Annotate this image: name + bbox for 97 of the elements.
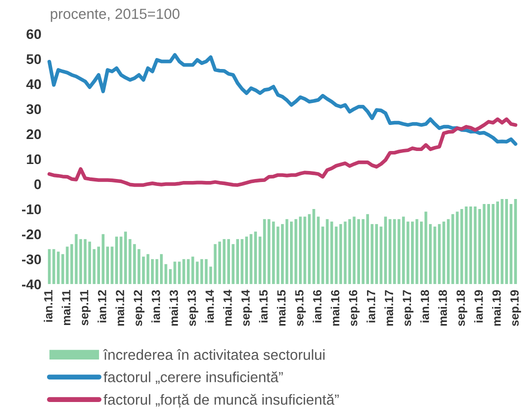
line-series xyxy=(48,117,518,187)
bar xyxy=(227,239,230,284)
bar xyxy=(61,254,64,284)
bar xyxy=(451,214,454,284)
bar xyxy=(424,212,428,284)
bar xyxy=(456,212,459,284)
bar xyxy=(200,259,204,284)
x-tick-label: mai.12 xyxy=(116,290,124,326)
x-tick-label: ian.15 xyxy=(258,290,268,322)
x-tick-label: mai.18 xyxy=(438,290,447,326)
y-tick-label: -10 xyxy=(22,204,41,214)
line-series xyxy=(48,53,518,146)
x-tick-label: sep.14 xyxy=(241,290,252,326)
y-tick-label: 20 xyxy=(26,129,41,140)
bar xyxy=(487,204,490,284)
bar xyxy=(334,226,338,284)
x-tick-label: sep.17 xyxy=(402,290,414,326)
bar xyxy=(469,206,472,284)
bar xyxy=(464,206,468,284)
y-tick-label: 60 xyxy=(26,29,41,40)
legend-label: încrederea în activitatea sectorului xyxy=(103,349,325,360)
x-tick-label: sep.18 xyxy=(456,290,468,326)
y-tick-label: -20 xyxy=(22,229,41,240)
bar xyxy=(52,249,56,284)
legend-label: factorul „forță de muncă insuficientă” xyxy=(104,394,339,408)
x-tick-label: ian.11 xyxy=(44,290,52,322)
x-tick-label: mai.15 xyxy=(276,290,286,326)
legend-label: factorul „cerere insuficientă” xyxy=(104,371,283,384)
x-tick-label: sep.13 xyxy=(188,290,198,326)
bar xyxy=(352,216,356,284)
y-tick-label: 50 xyxy=(26,54,41,64)
bar xyxy=(56,252,60,284)
bar xyxy=(222,239,226,284)
bar xyxy=(79,239,82,284)
x-tick-label: sep.15 xyxy=(295,290,306,326)
x-tick-label: ian.13 xyxy=(151,290,160,322)
bar xyxy=(196,262,199,284)
bar xyxy=(303,216,306,284)
x-tick-label: mai.11 xyxy=(62,290,70,326)
bar xyxy=(446,219,450,284)
bar xyxy=(357,219,360,284)
y-axis-title: procente, 2015=100 xyxy=(50,8,180,22)
x-tick-label: ian.16 xyxy=(312,290,322,322)
x-tick-label: ian.19 xyxy=(474,290,483,322)
x-tick-label: sep.12 xyxy=(134,290,144,326)
bar xyxy=(344,222,347,284)
x-tick-label: mai.13 xyxy=(169,290,178,326)
bar xyxy=(308,214,311,284)
bar xyxy=(478,209,482,284)
bar xyxy=(438,224,441,284)
bar xyxy=(330,222,334,284)
bar xyxy=(312,209,316,284)
bar xyxy=(433,226,436,284)
bar xyxy=(88,242,92,284)
y-tick-label: -40 xyxy=(22,279,41,290)
bar xyxy=(66,246,69,284)
bar xyxy=(442,222,446,284)
bar xyxy=(482,204,486,284)
y-tick-label: 30 xyxy=(26,104,41,114)
bar xyxy=(339,224,342,284)
x-tick-label: sep.11 xyxy=(80,290,91,326)
bar xyxy=(204,259,208,284)
bar xyxy=(48,249,51,284)
bar xyxy=(326,219,329,284)
bar xyxy=(178,262,181,284)
y-tick-label: -30 xyxy=(22,254,41,264)
bar xyxy=(186,259,190,284)
bar xyxy=(218,242,222,284)
y-tick-label: 40 xyxy=(26,79,41,90)
bar xyxy=(460,209,464,284)
bar xyxy=(173,262,176,284)
x-tick-label: ian.18 xyxy=(420,290,430,322)
bar xyxy=(209,266,212,284)
x-tick-label: mai.19 xyxy=(492,290,501,326)
bar xyxy=(182,259,186,284)
y-tick-label: 0 xyxy=(34,179,41,190)
bar xyxy=(316,216,320,284)
bar xyxy=(321,226,324,284)
bar xyxy=(474,206,477,284)
bar xyxy=(191,256,194,284)
x-tick-label: ian.17 xyxy=(366,290,376,322)
x-tick-label: mai.17 xyxy=(384,290,394,326)
bar xyxy=(214,244,217,284)
bar xyxy=(92,249,96,284)
bar xyxy=(70,244,74,284)
x-tick-label: mai.16 xyxy=(330,290,340,326)
x-tick-label: ian.12 xyxy=(98,290,106,322)
x-tick-label: sep.19 xyxy=(510,290,522,326)
bar xyxy=(74,234,78,284)
x-tick-label: sep.16 xyxy=(348,290,360,326)
y-tick-label: 10 xyxy=(26,154,41,164)
x-tick-label: ian.14 xyxy=(205,290,214,322)
bar xyxy=(298,216,302,284)
bar xyxy=(84,239,87,284)
bar xyxy=(348,219,352,284)
x-tick-label: mai.14 xyxy=(223,290,232,326)
bar xyxy=(294,219,298,284)
